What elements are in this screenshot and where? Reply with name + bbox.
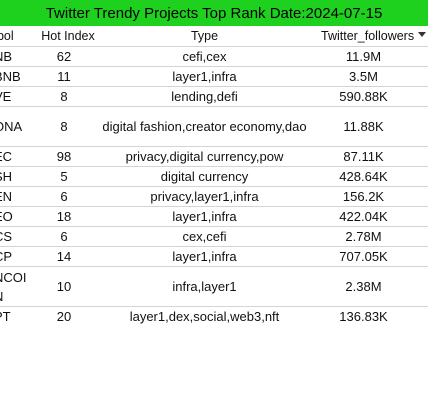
- cell-hot-index: 18: [34, 206, 102, 227]
- chevron-down-icon[interactable]: [418, 32, 426, 37]
- cell-hot-index: 6: [34, 186, 102, 207]
- cell-symbol: PT: [0, 309, 11, 325]
- rank-table: nbol Hot Index Type Twitter_followers NB…: [0, 26, 428, 327]
- cell-followers: 2.38M: [307, 266, 428, 307]
- cell-hot-index: 11: [34, 66, 102, 87]
- cell-symbol: BNB: [0, 66, 34, 87]
- cell-type: layer1,infra: [102, 66, 307, 87]
- cell-followers: 11.9M: [307, 46, 428, 67]
- table-row: EC 98 privacy,digital currency,pow 87.11…: [0, 146, 428, 167]
- table-row: ONA 8 digital fashion,creator economy,da…: [0, 106, 428, 147]
- cell-hot-index: 6: [34, 226, 102, 247]
- column-header-symbol-label: nbol: [0, 29, 14, 43]
- column-header-twitter-followers[interactable]: Twitter_followers: [307, 26, 428, 47]
- cell-hot-index: 8: [34, 106, 102, 147]
- column-header-symbol[interactable]: nbol: [0, 26, 34, 47]
- table-row: BNB 11 layer1,infra 3.5M: [0, 66, 428, 87]
- cell-type: infra,layer1: [102, 266, 307, 307]
- table-row: CP 14 layer1,infra 707.05K: [0, 246, 428, 267]
- column-header-type[interactable]: Type: [102, 26, 307, 47]
- cell-type: layer1,infra: [102, 246, 307, 267]
- cell-hot-index: 5: [34, 166, 102, 187]
- cell-type: privacy,layer1,infra: [102, 186, 307, 207]
- table-row: EO 18 layer1,infra 422.04K: [0, 206, 428, 227]
- cell-type: lending,defi: [102, 86, 307, 107]
- column-header-hot-index[interactable]: Hot Index: [34, 26, 102, 47]
- cell-hot-index: 8: [34, 86, 102, 107]
- rank-table-container: nbol Hot Index Type Twitter_followers NB…: [0, 26, 428, 327]
- column-header-twitter-followers-label: Twitter_followers: [321, 29, 415, 43]
- cell-type: digital fashion,creator economy,dao: [102, 106, 307, 147]
- cell-symbol: EO: [0, 206, 34, 227]
- cell-followers: 707.05K: [307, 246, 428, 267]
- cell-symbol: EN: [0, 186, 34, 207]
- cell-symbol: CP: [0, 246, 34, 267]
- cell-followers: 428.64K: [307, 166, 428, 187]
- cell-hot-index: 62: [34, 46, 102, 67]
- cell-type: cex,cefi: [102, 226, 307, 247]
- table-row: VE 8 lending,defi 590.88K: [0, 86, 428, 107]
- cell-symbol: VE: [0, 86, 34, 107]
- cell-hot-index: 98: [34, 146, 102, 167]
- cell-hot-index: 20: [56, 309, 72, 325]
- cell-symbol: NCOI N: [0, 266, 34, 307]
- cell-followers: 156.2K: [307, 186, 428, 207]
- table-row: NB 62 cefi,cex 11.9M: [0, 46, 428, 67]
- cell-type: privacy,digital currency,pow: [102, 146, 307, 167]
- cell-type: layer1,dex,social,web3,nft: [129, 309, 280, 325]
- table-title: Twitter Trendy Projects Top Rank Date:20…: [0, 0, 428, 26]
- table-row: NCOI N 10 infra,layer1 2.38M: [0, 266, 428, 307]
- cell-symbol: SH: [0, 166, 34, 187]
- cell-hot-index: 14: [34, 246, 102, 267]
- cell-symbol: ONA: [0, 106, 34, 147]
- cell-followers: 3.5M: [307, 66, 428, 87]
- cell-hot-index: 10: [34, 266, 102, 307]
- cell-type: digital currency: [102, 166, 307, 187]
- cell-followers: 11.88K: [307, 106, 428, 147]
- cell-type: cefi,cex: [102, 46, 307, 67]
- table-row: PT 20 layer1,dex,social,web3,nft 136.83K: [0, 307, 428, 327]
- cell-symbol: CS: [0, 226, 34, 247]
- cell-followers: 2.78M: [307, 226, 428, 247]
- table-row: CS 6 cex,cefi 2.78M: [0, 226, 428, 247]
- table-row: EN 6 privacy,layer1,infra 156.2K: [0, 186, 428, 207]
- cell-followers: 422.04K: [307, 206, 428, 227]
- cell-followers: 590.88K: [307, 86, 428, 107]
- table-header-row: nbol Hot Index Type Twitter_followers: [0, 26, 428, 47]
- cell-type: layer1,infra: [102, 206, 307, 227]
- cell-symbol: NB: [0, 46, 34, 67]
- cell-followers: 87.11K: [307, 146, 428, 167]
- cell-followers: 136.83K: [339, 309, 388, 325]
- table-row: SH 5 digital currency 428.64K: [0, 166, 428, 187]
- cell-symbol: EC: [0, 146, 34, 167]
